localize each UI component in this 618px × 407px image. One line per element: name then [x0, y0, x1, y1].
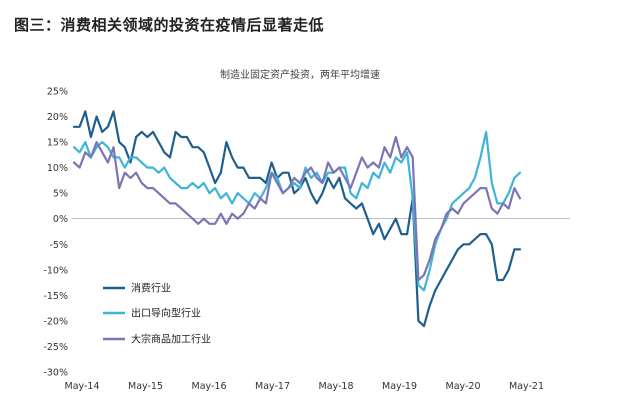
y-tick-label: -15% [43, 291, 68, 302]
x-axis: May-14 May-15 May-16 May-17 May-18 May-19 May-… [65, 381, 545, 392]
legend-label: 消费行业 [131, 282, 171, 295]
y-axis: 25% 20% 15% 10% 5% 0% -5% -10% -15% -20% -25% -30% [43, 87, 68, 379]
series-line-3 [72, 135, 522, 282]
y-tick-label: 0% [53, 214, 68, 225]
y-tick-label: 5% [53, 189, 68, 200]
y-tick-label: 25% [47, 87, 68, 98]
chart-title: 制造业固定资产投资，两年平均增速 [220, 68, 380, 81]
y-tick-label: -20% [43, 316, 68, 327]
x-tick-label: May-18 [319, 381, 354, 392]
y-tick-label: -25% [43, 342, 68, 353]
x-tick-label: May-20 [446, 381, 481, 392]
series-lines [72, 110, 522, 328]
legend-label: 出口导向型行业 [131, 307, 201, 320]
figure-title: 图三：消费相关领域的投资在疫情后显著走低 [14, 16, 325, 34]
x-tick-label: May-14 [65, 381, 100, 392]
y-tick-label: 20% [47, 112, 68, 123]
x-tick-label: May-17 [255, 381, 290, 392]
series-line-2 [72, 130, 522, 292]
y-tick-label: -10% [43, 265, 68, 276]
y-tick-label: -5% [50, 240, 69, 251]
x-tick-label: May-21 [509, 381, 544, 392]
x-tick-label: May-19 [382, 381, 417, 392]
x-tick-label: May-15 [128, 381, 163, 392]
x-tick-label: May-16 [192, 381, 227, 392]
legend-label: 大宗商品加工行业 [131, 333, 211, 346]
y-tick-label: 15% [47, 138, 68, 149]
y-tick-label: -30% [43, 368, 68, 379]
series-line-1 [72, 110, 522, 328]
y-tick-label: 10% [47, 163, 68, 174]
